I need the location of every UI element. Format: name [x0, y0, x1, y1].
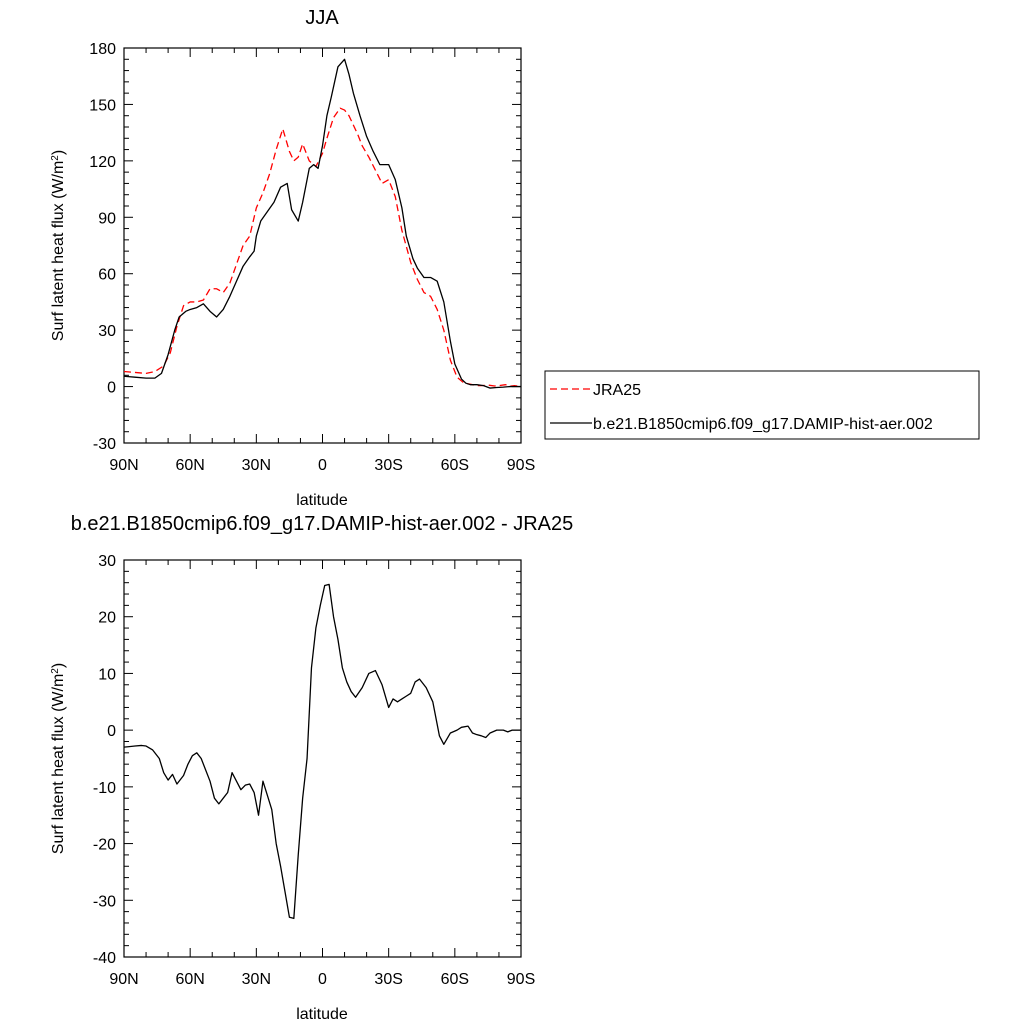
- bottom-chart-y-axis-label-close: ): [50, 663, 67, 668]
- top-chart-x-tick-label: 60N: [175, 457, 204, 474]
- legend-box: [544, 370, 980, 440]
- bottom-chart-x-tick-label: 30S: [374, 971, 402, 988]
- top-chart-y-tick-label: 0: [107, 380, 116, 397]
- top-chart-x-tick-label: 30N: [242, 457, 271, 474]
- legend-label-jra25: JRA25: [593, 382, 641, 399]
- top-chart-x-axis-label: latitude: [296, 492, 348, 509]
- bottom-chart-y-tick-label: -40: [93, 950, 116, 967]
- top-chart-series-line-model: [123, 58, 521, 389]
- top-chart-x-tick-label: 0: [318, 457, 327, 474]
- top-chart-y-ticks: -30 0 30 60 90 120 150 180: [89, 41, 521, 453]
- top-chart-y-tick-label: -30: [93, 436, 116, 453]
- bottom-chart-series-line-difference: [123, 583, 521, 920]
- bottom-chart-y-tick-label: 30: [98, 553, 116, 570]
- top-chart-x-ticks: 90N 60N 30N 0 30S 60S 90S: [109, 48, 535, 474]
- top-chart-x-tick-label: 30S: [374, 457, 402, 474]
- bottom-chart-plot-area: [123, 559, 522, 958]
- top-chart-y-tick-label: 60: [98, 267, 116, 284]
- top-chart-y-tick-label: 30: [98, 323, 116, 340]
- bottom-chart-x-axis-label: latitude: [296, 1006, 348, 1023]
- bottom-chart-y-axis-label-main: Surf latent heat flux (W/m: [50, 674, 67, 855]
- bottom-chart-y-tick-label: 10: [98, 666, 116, 683]
- top-chart-x-tick-label: 90S: [507, 457, 535, 474]
- top-chart-series: [123, 58, 522, 389]
- bottom-chart-y-tick-label: -30: [93, 893, 116, 910]
- top-chart: JJA 90N 60N 30N 0 30S 60S 90S -30 0 30 60 90 120 150…: [50, 7, 536, 509]
- bottom-chart-x-tick-label: 60S: [441, 971, 469, 988]
- bottom-chart-x-tick-label: 60N: [175, 971, 204, 988]
- top-chart-y-axis-label: Surf latent heat flux (W/m2): [50, 150, 68, 341]
- legend: JRA25 b.e21.B1850cmip6.f09_g17.DAMIP-his…: [544, 370, 980, 440]
- bottom-chart-y-axis-label: Surf latent heat flux (W/m2): [50, 663, 68, 854]
- bottom-chart-title: b.e21.B1850cmip6.f09_g17.DAMIP-hist-aer.…: [71, 513, 574, 535]
- top-chart-title: JJA: [305, 7, 339, 29]
- top-chart-y-tick-label: 150: [89, 97, 116, 114]
- bottom-chart-x-tick-label: 30N: [242, 971, 271, 988]
- top-chart-y-tick-label: 90: [98, 210, 116, 227]
- bottom-chart-y-tick-label: 20: [98, 610, 116, 627]
- bottom-chart-series: [123, 583, 521, 920]
- top-chart-y-tick-label: 180: [89, 41, 116, 58]
- bottom-chart-y-tick-label: -20: [93, 837, 116, 854]
- top-chart-x-tick-label: 90N: [109, 457, 138, 474]
- bottom-chart-y-tick-label: -10: [93, 780, 116, 797]
- top-chart-y-axis-label-main: Surf latent heat flux (W/m: [50, 161, 67, 342]
- top-chart-y-tick-label: 120: [89, 154, 116, 171]
- bottom-chart: b.e21.B1850cmip6.f09_g17.DAMIP-hist-aer.…: [50, 513, 574, 1023]
- bottom-chart-y-tick-label: 0: [107, 723, 116, 740]
- bottom-chart-y-axis-label-sup: 2: [50, 668, 61, 674]
- legend-label-model: b.e21.B1850cmip6.f09_g17.DAMIP-hist-aer.…: [593, 416, 933, 433]
- bottom-chart-x-tick-label: 0: [318, 971, 327, 988]
- bottom-chart-y-ticks: -40 -30 -20 -10 0 10 20 30: [93, 553, 521, 967]
- top-chart-y-axis-label-sup: 2: [50, 155, 61, 161]
- top-chart-plot-area: [123, 47, 522, 444]
- bottom-chart-x-ticks: 90N 60N 30N 0 30S 60S 90S: [109, 560, 535, 988]
- top-chart-series-line-jra25: [123, 107, 522, 388]
- bottom-chart-x-tick-label: 90S: [507, 971, 535, 988]
- bottom-chart-x-tick-label: 90N: [109, 971, 138, 988]
- top-chart-x-tick-label: 60S: [441, 457, 469, 474]
- top-chart-y-axis-label-close: ): [50, 150, 67, 155]
